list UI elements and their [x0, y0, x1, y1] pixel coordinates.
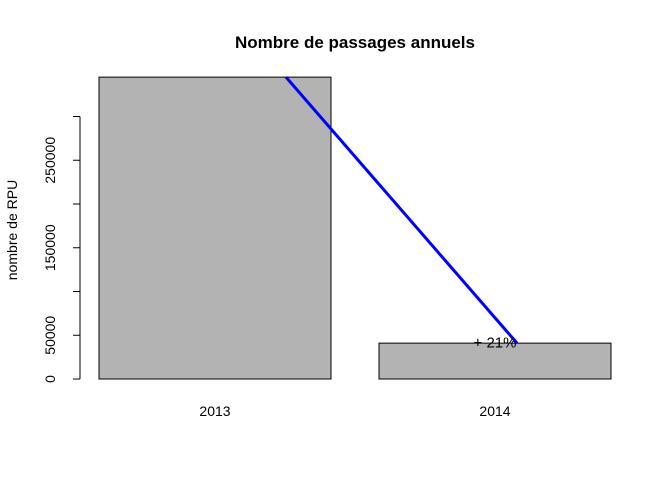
y-tick-label: 0	[42, 375, 58, 383]
bar-2014	[378, 342, 612, 380]
y-axis: 0 50000 150000 250000	[42, 116, 81, 383]
y-tick-label: 150000	[42, 224, 58, 271]
y-axis-label: nombre de RPU	[4, 180, 20, 280]
growth-annotation: + 21%	[474, 335, 517, 352]
x-tick-label: 2013	[199, 403, 230, 419]
trend-line	[284, 76, 519, 345]
y-tick-label: 250000	[42, 137, 58, 184]
x-axis-labels: 2013 2014	[199, 403, 510, 419]
bars-layer	[98, 76, 612, 380]
bar-2013	[98, 76, 332, 380]
trend-line-layer	[284, 76, 519, 345]
y-tick-label: 50000	[42, 316, 58, 355]
x-tick-label: 2014	[479, 403, 510, 419]
chart-title: Nombre de passages annuels	[235, 33, 475, 52]
